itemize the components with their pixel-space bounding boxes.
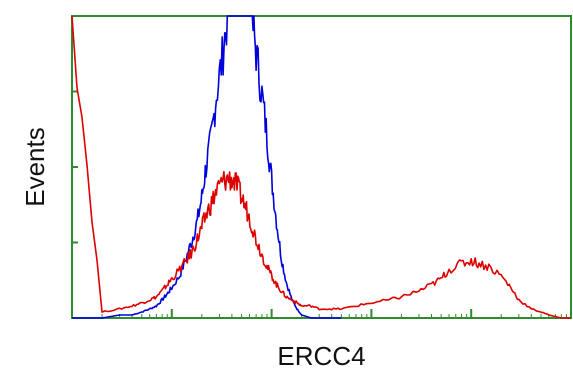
series-group [71, 15, 571, 319]
x-axis-label: ERCC4 [277, 341, 365, 371]
x-axis-ticks [71, 309, 567, 318]
y-axis-label: Events [20, 127, 50, 207]
series-red-line [71, 15, 571, 319]
series-blue-line [72, 15, 342, 319]
